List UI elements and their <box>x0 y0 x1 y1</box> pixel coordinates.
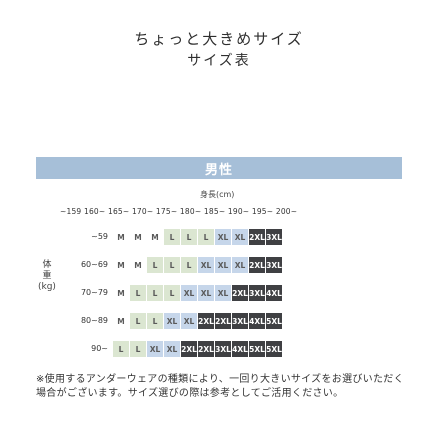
size-cell: 4XL <box>266 285 282 301</box>
size-cell: XL <box>232 229 248 245</box>
weight-row-label: ~59 <box>91 232 108 241</box>
size-cell: XL <box>181 285 197 301</box>
section-band: 男性 <box>36 157 402 179</box>
size-cell: XL <box>198 285 214 301</box>
size-cell: 3XL <box>215 341 231 357</box>
size-cell: XL <box>164 341 180 357</box>
page-title: ちょっと大きめサイズ <box>134 30 304 48</box>
size-cell: M <box>117 232 125 242</box>
size-cell: L <box>130 313 146 329</box>
size-cell: L <box>147 257 163 273</box>
footnote: ※使用するアンダーウェアの種類により、一回り大きいサイズをお選びいただく場合がご… <box>36 374 404 399</box>
size-cell: L <box>130 341 146 357</box>
size-cell: 3XL <box>266 257 282 273</box>
size-cell: XL <box>147 341 163 357</box>
size-cell: M <box>117 316 125 326</box>
size-cell: L <box>130 285 146 301</box>
section-label: 男性 <box>204 163 234 178</box>
size-cell: 2XL <box>249 257 265 273</box>
size-cell: 3XL <box>266 229 282 245</box>
weight-row-label: 80~89 <box>80 316 108 325</box>
weight-row-label: 60~69 <box>80 260 108 269</box>
size-cell: 3XL <box>249 285 265 301</box>
size-cell: M <box>134 232 142 242</box>
weight-label: 体 重 (kg) <box>38 260 56 293</box>
weight-row-label: 90~ <box>91 344 108 353</box>
size-cell: XL <box>232 257 248 273</box>
size-cell: M <box>151 232 159 242</box>
size-cell: 2XL <box>198 313 214 329</box>
page-subtitle: サイズ表 <box>187 53 251 69</box>
size-cell: M <box>117 288 125 298</box>
size-cell: L <box>147 285 163 301</box>
size-cell: L <box>113 341 129 357</box>
height-scale: ~159 160~ 165~ 170~ 175~ 180~ 185~ 190~ … <box>60 207 298 216</box>
size-cell: XL <box>181 313 197 329</box>
weight-label-char: (kg) <box>38 282 56 292</box>
size-cell: XL <box>164 313 180 329</box>
size-cell: XL <box>215 285 231 301</box>
size-cell: 4XL <box>249 313 265 329</box>
size-cell: 3XL <box>232 313 248 329</box>
size-cell: 2XL <box>249 229 265 245</box>
size-cell: L <box>198 229 214 245</box>
size-cell: L <box>181 257 197 273</box>
size-cell: L <box>164 229 180 245</box>
size-cell: L <box>181 229 197 245</box>
size-cell: 4XL <box>232 341 248 357</box>
size-cell: 5XL <box>266 313 282 329</box>
size-cell: 5XL <box>249 341 265 357</box>
size-cell: 5XL <box>266 341 282 357</box>
weight-label-char: 体 <box>42 260 52 270</box>
size-cell: 2XL <box>232 285 248 301</box>
size-cell: XL <box>198 257 214 273</box>
size-cell: XL <box>215 229 231 245</box>
size-cell: L <box>164 257 180 273</box>
size-cell: 2XL <box>198 341 214 357</box>
size-cell: 2XL <box>181 341 197 357</box>
weight-row-label: 70~79 <box>80 288 108 297</box>
size-cell: L <box>147 313 163 329</box>
size-cell: M <box>117 260 125 270</box>
size-cell: L <box>164 285 180 301</box>
weight-label-char: 重 <box>42 271 52 281</box>
height-unit-label: 身長(cm) <box>200 190 235 199</box>
size-cell: XL <box>215 257 231 273</box>
size-cell: 2XL <box>215 313 231 329</box>
size-cell: M <box>134 260 142 270</box>
